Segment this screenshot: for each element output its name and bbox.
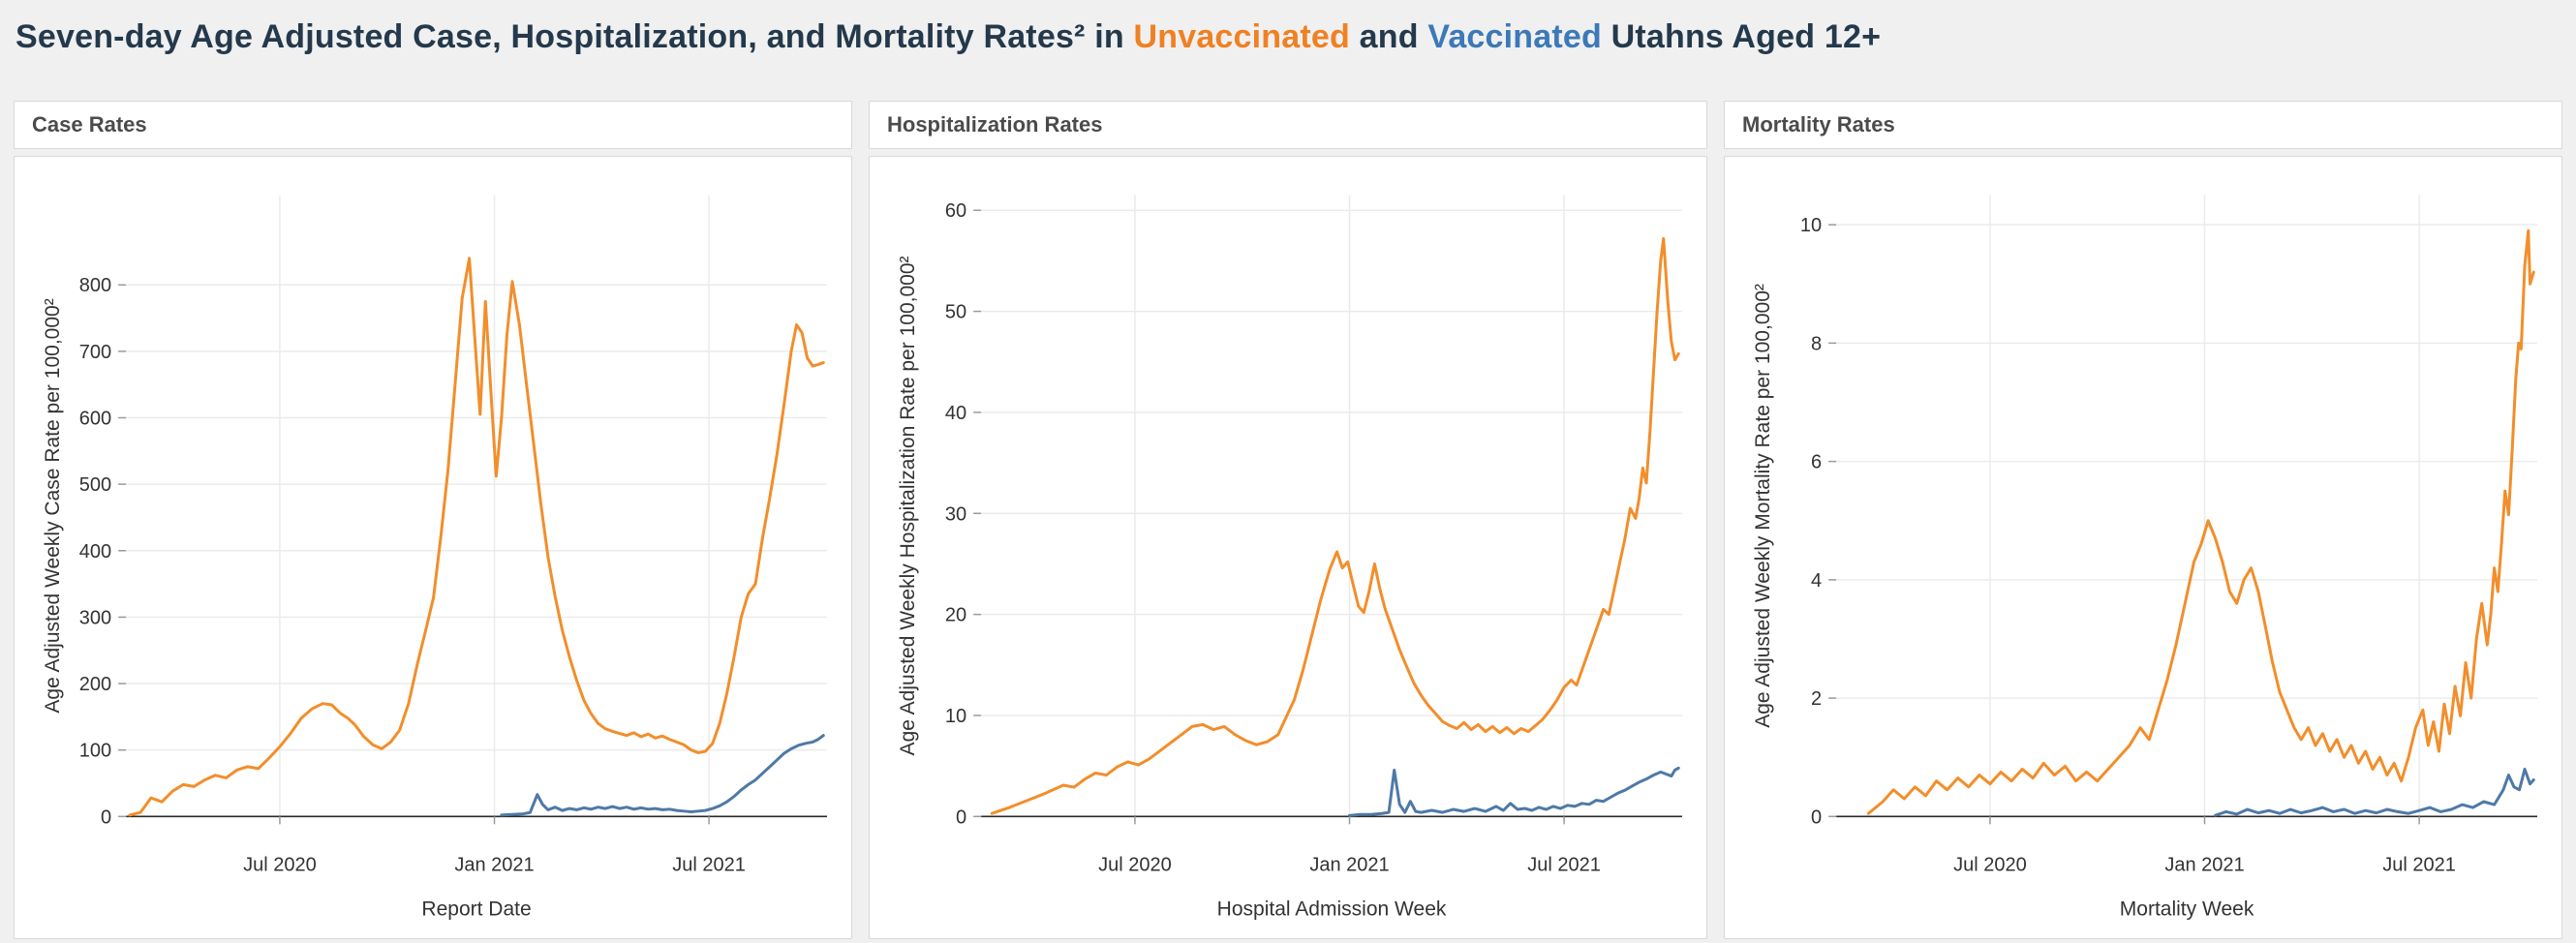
y-axis-title: Age Adjusted Weekly Hospitalization Rate… (897, 256, 919, 755)
mortality-rates-chart[interactable]: 0 2 4 6 8 10 Jul 2020 Jan 2021 Jul 2021 Age Adjus… (1725, 157, 2561, 938)
svg-text:600: 600 (79, 409, 111, 430)
svg-text:0: 0 (1811, 806, 1822, 828)
svg-text:700: 700 (79, 342, 111, 363)
hospitalization-rates-panel-title: Hospitalization Rates (887, 112, 1103, 137)
mortality-rates-panel: Mortality Rates 0 2 4 6 8 10 Jul 2020 Jan 2021 J… (1724, 101, 2562, 939)
case-rates-panel-header: Case Rates (14, 101, 852, 149)
case-rates-panel-title: Case Rates (32, 112, 147, 137)
series-vaccinated[interactable] (2214, 767, 2535, 817)
title-and: and (1349, 18, 1428, 55)
svg-text:Jul 2021: Jul 2021 (1527, 854, 1601, 875)
svg-text:300: 300 (79, 607, 111, 628)
svg-text:400: 400 (79, 541, 111, 563)
title-suffix: Utahns Aged 12+ (1601, 18, 1882, 55)
svg-text:800: 800 (79, 275, 111, 296)
svg-text:30: 30 (945, 503, 966, 525)
y-axis-title: Age Adjusted Weekly Mortality Rate per 1… (1752, 284, 1774, 728)
hospitalization-rates-chart-container: 0 10 20 30 40 50 60 Jul 2020 Jan 2021 Jul 2021 Age… (869, 156, 1707, 939)
chart-panels-row: Case Rates 0 100 200 300 400 500 600 700 800 Jul … (14, 101, 2562, 939)
mortality-rates-panel-header: Mortality Rates (1724, 101, 2562, 149)
svg-text:0: 0 (101, 806, 111, 828)
dashboard-title: Seven-day Age Adjusted Case, Hospitaliza… (15, 15, 2561, 58)
y-axis-title: Age Adjusted Weekly Case Rate per 100,00… (42, 298, 64, 713)
svg-text:8: 8 (1811, 333, 1822, 354)
svg-text:Jan 2021: Jan 2021 (2164, 854, 2244, 875)
svg-text:4: 4 (1811, 570, 1822, 592)
hospitalization-rates-panel-header: Hospitalization Rates (869, 101, 1707, 149)
mortality-rates-chart-container: 0 2 4 6 8 10 Jul 2020 Jan 2021 Jul 2021 Age Adjus… (1724, 156, 2562, 939)
case-rates-chart-container: 0 100 200 300 400 500 600 700 800 Jul 2020 Jan 202… (14, 156, 852, 939)
svg-text:Jan 2021: Jan 2021 (1309, 854, 1389, 875)
svg-text:Jul 2021: Jul 2021 (672, 854, 746, 875)
svg-text:20: 20 (945, 605, 966, 626)
series-unvaccinated[interactable] (1866, 228, 2535, 815)
svg-text:Jul 2020: Jul 2020 (1098, 854, 1172, 875)
svg-text:200: 200 (79, 674, 111, 695)
mortality-rates-panel-title: Mortality Rates (1742, 112, 1895, 137)
svg-text:60: 60 (945, 200, 966, 222)
svg-text:Jul 2021: Jul 2021 (2382, 854, 2456, 875)
title-prefix: Seven-day Age Adjusted Case, Hospitaliza… (15, 18, 1134, 55)
svg-text:500: 500 (79, 474, 111, 496)
series-unvaccinated[interactable] (990, 236, 1680, 815)
title-vaccinated: Vaccinated (1427, 18, 1602, 55)
svg-text:10: 10 (1800, 215, 1822, 236)
x-axis-title: Mortality Week (2120, 897, 2254, 920)
hospitalization-rates-panel: Hospitalization Rates 0 10 20 30 40 50 60 Jul 2… (869, 101, 1707, 939)
x-axis-title: Report Date (421, 897, 531, 920)
series-unvaccinated[interactable] (128, 257, 825, 817)
svg-text:0: 0 (956, 806, 966, 828)
title-unvaccinated: Unvaccinated (1133, 18, 1350, 55)
case-rates-chart[interactable]: 0 100 200 300 400 500 600 700 800 Jul 2020 Jan 202… (15, 157, 851, 938)
x-axis-title: Hospital Admission Week (1217, 897, 1447, 920)
svg-text:40: 40 (945, 403, 966, 424)
series-vaccinated[interactable] (500, 734, 825, 817)
case-rates-panel: Case Rates 0 100 200 300 400 500 600 700 800 Jul … (14, 101, 852, 939)
svg-text:100: 100 (79, 741, 111, 762)
svg-text:Jul 2020: Jul 2020 (243, 854, 317, 875)
svg-text:Jan 2021: Jan 2021 (454, 854, 534, 875)
series-vaccinated[interactable] (1347, 766, 1680, 817)
svg-text:Jul 2020: Jul 2020 (1953, 854, 2027, 875)
svg-text:10: 10 (945, 706, 966, 727)
svg-text:6: 6 (1811, 452, 1822, 473)
hospitalization-rates-chart[interactable]: 0 10 20 30 40 50 60 Jul 2020 Jan 2021 Jul 2021 Age… (870, 157, 1706, 938)
svg-text:50: 50 (945, 302, 966, 323)
svg-text:2: 2 (1811, 688, 1822, 710)
